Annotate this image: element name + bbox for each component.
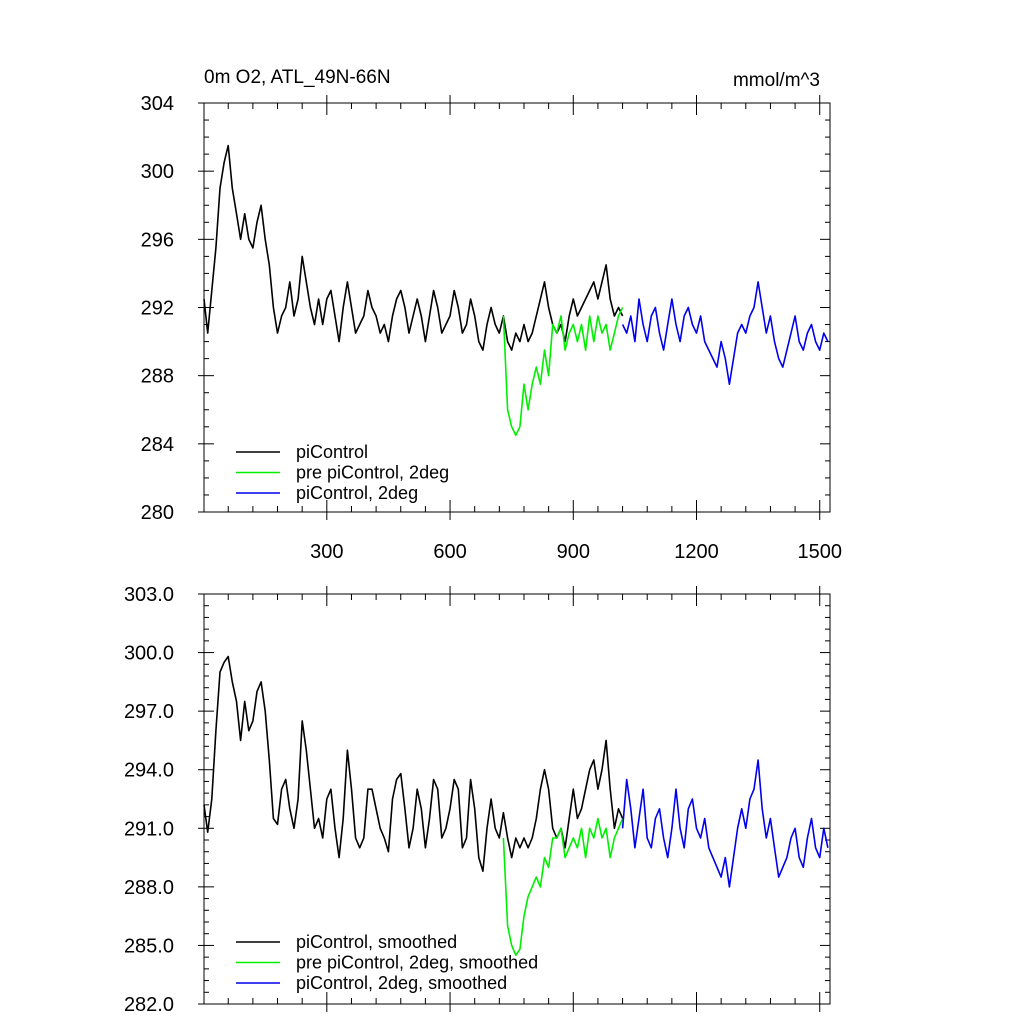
bottom-ytick-label: 294.0 — [124, 760, 174, 782]
top-legend-label-1: pre piControl, 2deg — [296, 463, 449, 483]
bottom-panel: 282.0 285.0 288.0 291.0 294.0 297.0 300.0 303.0… — [124, 584, 831, 1016]
top-plot-frame — [203, 102, 831, 513]
top-ytick-label: 280 — [141, 502, 174, 524]
top-ytick-label: 284 — [141, 434, 174, 456]
top-xtick-label: 1500 — [797, 541, 842, 563]
bottom-ytick-label: 300.0 — [124, 643, 174, 665]
top-series-line-1 — [502, 307, 624, 437]
bottom-series-line-2 — [621, 759, 829, 888]
top-xtick-label: 600 — [433, 541, 466, 563]
top-xtick-label: 900 — [557, 541, 590, 563]
bottom-ytick-label: 282.0 — [124, 994, 174, 1016]
bottom-legend-label-0: piControl, smoothed — [296, 932, 457, 952]
bottom-legend-label-2: piControl, 2deg, smoothed — [296, 973, 507, 993]
bottom-series-line-1 — [502, 817, 624, 957]
top-series-group — [203, 144, 829, 437]
top-legend-label-2: piControl, 2deg — [296, 483, 418, 503]
top-axes: 280 284 288 292 296 300 304 300 600 900 1200 1500 — [141, 93, 842, 563]
top-legend-label-0: piControl — [296, 442, 368, 462]
top-xtick-label: 300 — [310, 541, 343, 563]
bottom-series-line-0 — [203, 655, 624, 873]
bottom-ytick-label: 291.0 — [124, 818, 174, 840]
bottom-ytick-label: 288.0 — [124, 877, 174, 899]
top-ytick-label: 300 — [141, 161, 174, 183]
bottom-axes: 282.0 285.0 288.0 291.0 294.0 297.0 300.0 303.0 — [124, 584, 830, 1016]
top-xtick-label: 1200 — [674, 541, 719, 563]
bottom-plot-frame — [203, 593, 831, 1005]
bottom-ytick-label: 285.0 — [124, 935, 174, 957]
top-series-line-2 — [621, 281, 829, 386]
bottom-series-group — [203, 655, 829, 957]
top-title-left: 0m O2, ATL_49N-66N — [204, 67, 391, 88]
top-ytick-label: 304 — [141, 93, 174, 115]
bottom-ytick-label: 303.0 — [124, 584, 174, 606]
top-ytick-label: 288 — [141, 366, 174, 388]
bottom-legend-label-1: pre piControl, 2deg, smoothed — [296, 953, 538, 973]
top-ytick-label: 296 — [141, 229, 174, 251]
top-panel: 0m O2, ATL_49N-66N mmol/m^3 280 284 288 292… — [141, 67, 842, 563]
top-ytick-label: 292 — [141, 298, 174, 320]
top-title-units: mmol/m^3 — [733, 70, 820, 91]
bottom-ytick-label: 297.0 — [124, 701, 174, 723]
